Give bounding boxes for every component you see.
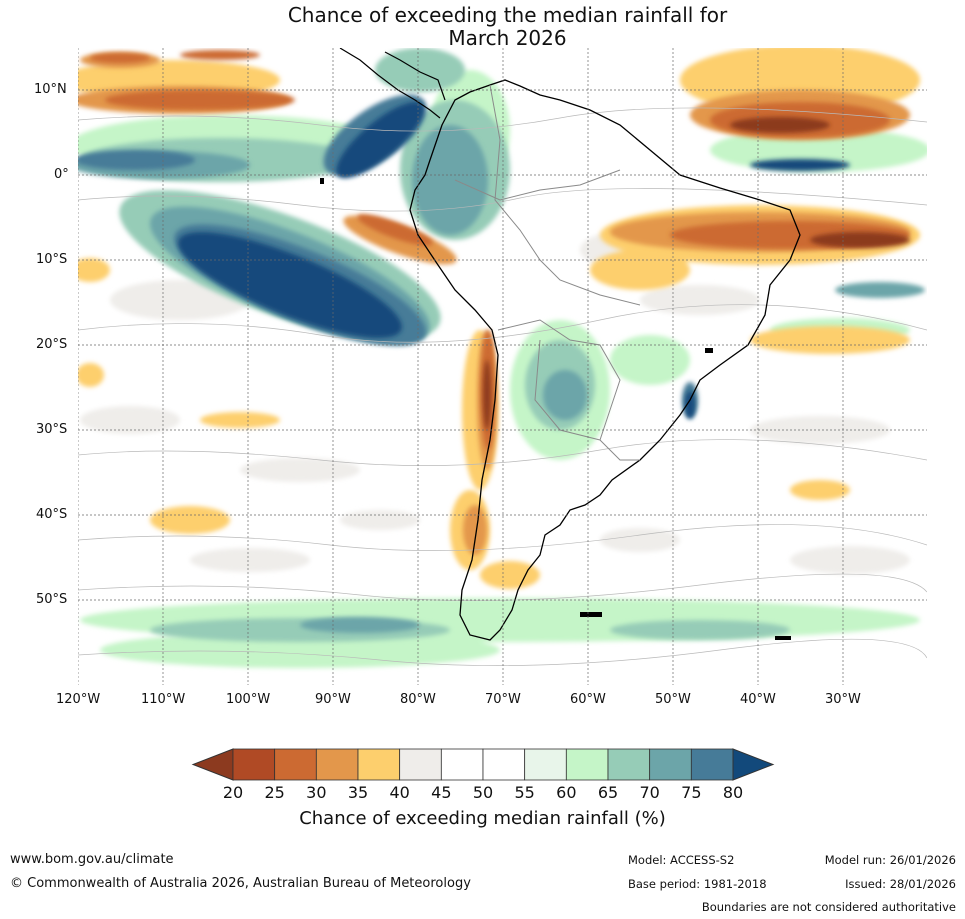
lon-label-110w: 110°W bbox=[141, 692, 186, 707]
colorbar-tick-label: 80 bbox=[722, 783, 744, 802]
colorbar-extend-low bbox=[191, 748, 234, 781]
lon-label-100w: 100°W bbox=[226, 692, 271, 707]
coastline bbox=[409, 79, 801, 641]
colorbar-tick-label: 70 bbox=[639, 783, 660, 802]
base-period: Base period: 1981-2018 bbox=[628, 877, 767, 891]
colorbar-segment bbox=[399, 748, 442, 781]
colorbar bbox=[191, 748, 775, 781]
lat-label-20s: 20°S bbox=[36, 337, 68, 352]
colorbar-tick-label: 65 bbox=[597, 783, 619, 802]
lat-label-10s: 10°S bbox=[36, 252, 68, 267]
colorbar-segment bbox=[482, 748, 526, 781]
colorbar-segment bbox=[232, 748, 276, 781]
map-title-line1: Chance of exceeding the median rainfall … bbox=[287, 3, 728, 27]
colorbar-tick-label: 25 bbox=[264, 783, 285, 802]
lon-label-120w: 120°W bbox=[56, 692, 101, 707]
colorbar-segment bbox=[649, 748, 692, 781]
lon-label-40w: 40°W bbox=[740, 692, 776, 707]
model-name: Model: ACCESS-S2 bbox=[628, 853, 735, 867]
colorbar-segment bbox=[440, 748, 484, 781]
lat-label-50s: 50°S bbox=[36, 592, 68, 607]
copyright: © Commonwealth of Australia 2026, Austra… bbox=[10, 876, 471, 891]
map-field bbox=[78, 48, 927, 685]
lon-label-30w: 30°W bbox=[825, 692, 861, 707]
colorbar-tick-label: 75 bbox=[681, 783, 702, 802]
colorbar-segment bbox=[565, 748, 609, 781]
lat-label-30s: 30°S bbox=[36, 422, 68, 437]
map-title: Chance of exceeding the median rainfall … bbox=[0, 4, 965, 50]
colorbar-label: Chance of exceeding median rainfall (%) bbox=[299, 808, 666, 829]
colorbar-tick-label: 30 bbox=[306, 783, 327, 802]
lon-label-70w: 70°W bbox=[485, 692, 521, 707]
colorbar-tick-label: 50 bbox=[472, 783, 494, 802]
lon-label-80w: 80°W bbox=[400, 692, 436, 707]
colorbar-tick-label: 45 bbox=[431, 783, 452, 802]
boundary-disclaimer: Boundaries are not considered authoritat… bbox=[701, 900, 956, 914]
bom-url: www.bom.gov.au/climate bbox=[10, 852, 174, 867]
map-title-line2: March 2026 bbox=[448, 26, 567, 50]
colorbar-tick-label: 60 bbox=[556, 783, 577, 802]
lat-label-40s: 40°S bbox=[36, 507, 68, 522]
colorbar-tick-label: 40 bbox=[389, 783, 410, 802]
colorbar-tick-label: 35 bbox=[347, 783, 369, 802]
colorbar-segment bbox=[357, 748, 401, 781]
lon-label-50w: 50°W bbox=[655, 692, 691, 707]
colorbar-segments bbox=[191, 748, 775, 781]
lon-label-60w: 60°W bbox=[570, 692, 606, 707]
colorbar-segment bbox=[315, 748, 359, 781]
lat-label-0: 0° bbox=[54, 167, 69, 182]
issued-date: Issued: 28/01/2026 bbox=[845, 877, 956, 891]
colorbar-segment bbox=[607, 748, 651, 781]
colorbar-tick-label: 20 bbox=[222, 783, 244, 802]
lat-label-10n: 10°N bbox=[34, 82, 67, 97]
colorbar-segment bbox=[274, 748, 317, 781]
colorbar-segment bbox=[524, 748, 567, 781]
colorbar-segment bbox=[690, 748, 734, 781]
colorbar-extend-high bbox=[732, 748, 775, 781]
rainfall-map bbox=[78, 48, 927, 685]
colorbar-tick-label: 55 bbox=[514, 783, 535, 802]
lon-label-90w: 90°W bbox=[315, 692, 351, 707]
model-run: Model run: 26/01/2026 bbox=[824, 853, 956, 867]
